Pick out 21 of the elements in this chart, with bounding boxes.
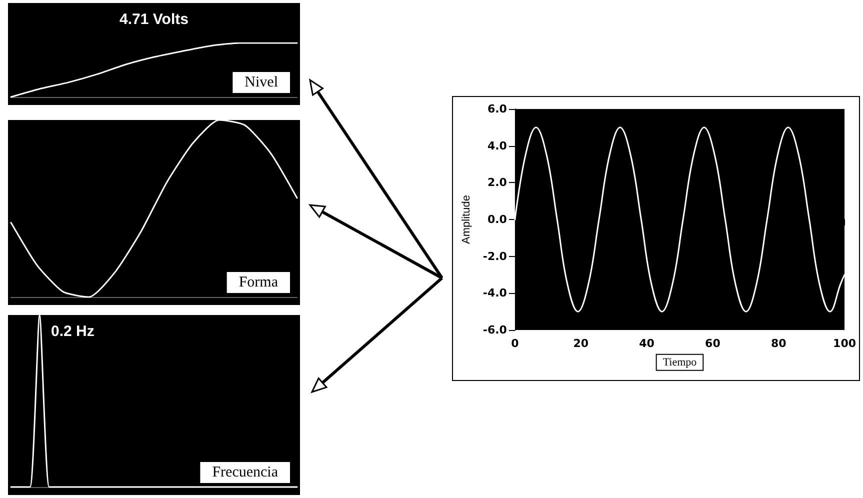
x-tick-label: 100 [833,337,856,350]
y-tick-label: -4.0 [482,286,508,300]
text: 0.2 Hz [51,323,94,340]
x-tick-label: 0 [511,337,520,350]
x-axis-title: Tiempo [662,356,698,368]
y-tick-label: -2.0 [482,250,508,263]
x-tick-label: 80 [770,337,787,350]
chart-title: 4.71 Volts [120,11,188,28]
y-tick-label: 0.0 [487,213,508,226]
y-tick-label: 4.0 [487,139,508,152]
x-tick-label: 20 [573,337,589,350]
annotation: Frecuencia [212,464,278,480]
y-tick-label: 2.0 [487,176,508,190]
x-tick-label: 40 [639,337,655,350]
y-axis-title: Amplitude [460,195,472,244]
annotation: Nivel [244,74,278,90]
y-tick-label: -6.0 [482,324,508,336]
annotation: Forma [238,274,278,290]
x-tick-label: 60 [705,337,721,350]
line-series [514,126,846,312]
y-tick-label: 6.0 [487,102,508,116]
